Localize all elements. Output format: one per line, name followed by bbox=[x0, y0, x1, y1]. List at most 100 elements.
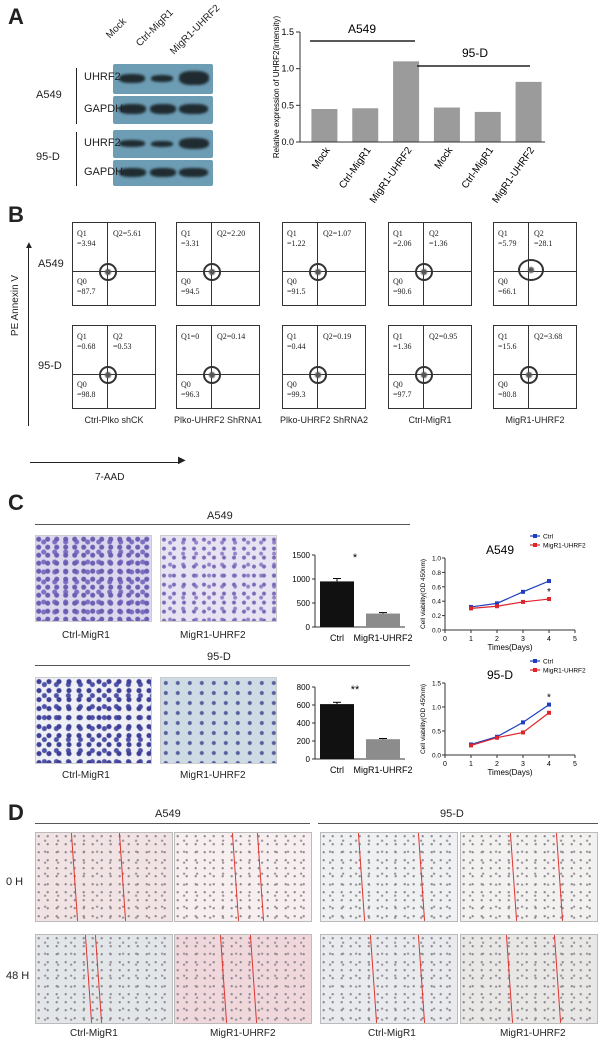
wound-row-label: 0 H bbox=[6, 876, 24, 888]
significance-mark: ** bbox=[351, 684, 360, 696]
transwell-image bbox=[160, 535, 277, 622]
quadrant-q0-label: Q0 =66.1 bbox=[498, 277, 517, 296]
transwell-image bbox=[160, 677, 277, 764]
wound-caption: Ctrl-MigR1 bbox=[368, 1028, 416, 1039]
data-point bbox=[521, 599, 525, 604]
significance-mark: * bbox=[547, 587, 551, 598]
quadrant-q1-label: Q1 =3.31 bbox=[181, 229, 200, 248]
x-tick-label: Ctrl bbox=[330, 633, 344, 643]
wound-edge-line bbox=[70, 833, 79, 921]
y-tick-label: 400 bbox=[297, 719, 311, 728]
data-point bbox=[521, 730, 525, 735]
contour-cluster bbox=[309, 366, 327, 384]
data-point bbox=[469, 743, 473, 748]
quadrant-q2-label: Q2 =28.1 bbox=[534, 229, 553, 248]
y-tick-label: 1.0 bbox=[432, 556, 441, 563]
wound-edge-line bbox=[357, 833, 366, 921]
flow-plot: Q1 =3.31 Q2=2.20 Q0 =94.5 bbox=[176, 222, 260, 306]
migration-row-title: 95-D bbox=[207, 651, 231, 663]
wound-edge-line bbox=[417, 833, 426, 921]
y-tick-label: 1.5 bbox=[432, 681, 441, 688]
series-line bbox=[470, 598, 550, 609]
wound-image bbox=[174, 934, 312, 1024]
x-tick-label: 3 bbox=[521, 761, 525, 768]
annexin-axis-label: PE Annexin V bbox=[10, 274, 22, 337]
blot-a549-uhrf2 bbox=[113, 64, 213, 94]
flow-column-label: Plko-UHRF2 ShRNA2 bbox=[279, 415, 369, 425]
blot-lane-label: MigR1-UHRF2 bbox=[168, 2, 223, 58]
blot-95d-uhrf2 bbox=[113, 130, 213, 158]
quadrant-q0-label: Q0 =97.7 bbox=[393, 380, 412, 399]
y-tick-label: 0.0 bbox=[432, 628, 441, 635]
contour-cluster bbox=[415, 366, 433, 384]
bar bbox=[433, 107, 460, 142]
contour-cluster bbox=[520, 366, 538, 384]
y-tick-label: 0.5 bbox=[432, 729, 441, 736]
x-tick-label: Mock bbox=[433, 145, 456, 172]
flow-plot: Q1 =1.36 Q2=0.95 Q0 =97.7 bbox=[388, 325, 472, 409]
a549-viability-line-chart: 0.0 0.2 0.4 0.6 0.8 1.0 0 1 2 3 4 5 Times(Days) Cell … bbox=[420, 534, 586, 653]
y-tick-label: 0.0 bbox=[432, 753, 441, 760]
series-line bbox=[470, 580, 550, 608]
blot-a549-gapdh bbox=[113, 96, 213, 124]
flow-row-label: A549 bbox=[38, 258, 64, 270]
y-tick-label: 1000 bbox=[292, 575, 310, 584]
data-point bbox=[521, 720, 525, 725]
bar bbox=[366, 613, 400, 627]
x-tick-label: 2 bbox=[495, 761, 499, 768]
data-point bbox=[547, 710, 551, 715]
quadrant-q2-label: Q2 =0.53 bbox=[113, 332, 132, 351]
flow-column-label: Ctrl-Plko shCK bbox=[84, 415, 144, 425]
flow-column-label: Plko-UHRF2 ShRNA1 bbox=[173, 415, 263, 425]
x-tick-label: 4 bbox=[547, 761, 551, 768]
flow-plot: Q1 =5.79 Q2 =28.1 Q0 =66.1 bbox=[493, 222, 577, 306]
wound-image bbox=[320, 934, 458, 1024]
wound-caption: MigR1-UHRF2 bbox=[500, 1028, 566, 1039]
flow-row-label: 95-D bbox=[38, 360, 62, 372]
blot-band-label: GAPDH bbox=[84, 166, 124, 178]
wound-edge-line bbox=[118, 833, 127, 921]
bar bbox=[474, 111, 501, 142]
flow-plot: Q1 =2.06 Q2 =1.36 Q0 =90.6 bbox=[388, 222, 472, 306]
quadrant-q0-label: Q0 =80.8 bbox=[498, 380, 517, 399]
blot-lane-label: Ctrl-MigR1 bbox=[134, 7, 176, 50]
y-axis-title: Cell viability(OD 450nm) bbox=[420, 684, 427, 754]
quadrant-q1-label: Q1 =3.94 bbox=[77, 229, 96, 248]
y-tick-label: 0.0 bbox=[281, 137, 294, 147]
migration-row-title: A549 bbox=[207, 510, 233, 522]
chart-title: 95-D bbox=[487, 668, 513, 682]
transwell-image bbox=[35, 535, 152, 622]
data-point bbox=[495, 601, 499, 606]
contour-cluster bbox=[309, 263, 327, 281]
title-underline bbox=[35, 665, 410, 666]
blot-lane-label: Mock bbox=[104, 16, 129, 41]
blot-band-label: GAPDH bbox=[84, 103, 124, 115]
series-line bbox=[470, 704, 550, 746]
wound-image bbox=[460, 934, 598, 1024]
x-tick-label: Ctrl bbox=[330, 765, 344, 775]
wound-edge-line bbox=[256, 833, 265, 921]
y-tick-label: 1.0 bbox=[281, 64, 294, 74]
wound-group-title: A549 bbox=[155, 808, 181, 820]
significance-mark: * bbox=[547, 693, 551, 704]
x-tick-label: 1 bbox=[469, 761, 473, 768]
bar bbox=[393, 61, 420, 143]
quadrant-q0-label: Q0 =99.3 bbox=[287, 380, 306, 399]
legend-marker bbox=[533, 659, 537, 663]
blot-group-label: A549 bbox=[36, 89, 62, 101]
bar bbox=[311, 109, 338, 142]
data-point bbox=[495, 735, 499, 740]
flow-plot: Q1 =1.22 Q2=1.07 Q0 =91.5 bbox=[282, 222, 366, 306]
x-tick-label: 5 bbox=[573, 636, 577, 643]
data-point bbox=[547, 579, 551, 584]
wound-image bbox=[35, 934, 173, 1024]
y-tick-label: 1.0 bbox=[432, 705, 441, 712]
x-tick-label: MigR1-UHRF2 bbox=[353, 765, 412, 775]
data-point bbox=[521, 589, 525, 594]
bar bbox=[352, 108, 379, 142]
x-tick-label: MigR1-UHRF2 bbox=[353, 633, 412, 643]
quadrant-q2-label: Q2=0.14 bbox=[217, 332, 246, 341]
legend-marker bbox=[533, 534, 537, 538]
95d-viability-line-chart: 0.0 0.5 1.0 1.5 0 1 2 3 4 5 Times(Days) Cell viabil… bbox=[420, 659, 586, 778]
quadrant-q2-label: Q2=3.68 bbox=[534, 332, 563, 341]
